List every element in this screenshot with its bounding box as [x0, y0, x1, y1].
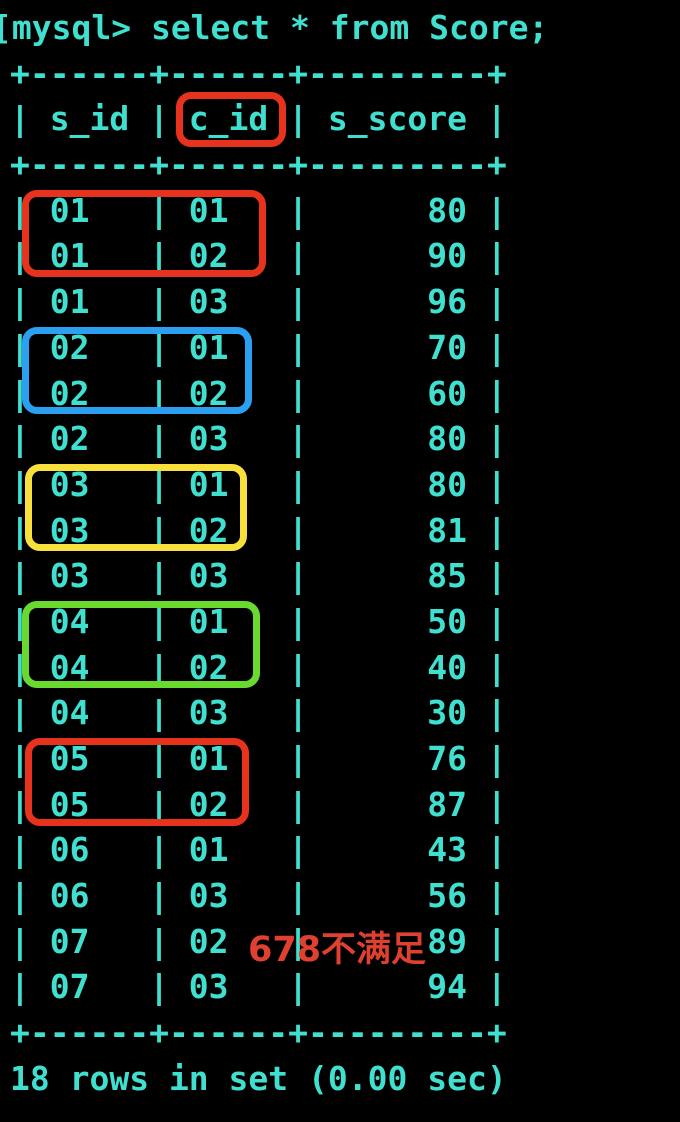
- table-border-top: +------+------+---------+: [10, 53, 507, 93]
- mysql-command: mysql> select * from Score;: [11, 8, 549, 47]
- table-row: | 03 | 03 | 85 |: [10, 556, 507, 596]
- table-header-row: | s_id | c_id | s_score |: [10, 99, 507, 139]
- table-row: | 04 | 01 | 50 |: [10, 601, 507, 641]
- table-row: | 07 | 02 | 89 |: [10, 921, 507, 961]
- table-border-bottom: +------+------+---------+: [10, 1013, 507, 1053]
- table-body: | 01 | 01 | 80 | | 01 | 02 | 90 | | 01 | 0…: [10, 188, 680, 1010]
- prompt-bracket: [: [0, 5, 12, 51]
- table-row: | 01 | 03 | 96 |: [10, 282, 507, 322]
- table-border-mid: +------+------+---------+: [10, 145, 507, 185]
- table-row: | 06 | 01 | 43 |: [10, 830, 507, 870]
- table-row: | 07 | 03 | 94 |: [10, 967, 507, 1007]
- table-row: | 05 | 01 | 76 |: [10, 739, 507, 778]
- table-row: | 05 | 02 | 87 |: [10, 784, 507, 824]
- table-row: | 02 | 01 | 70 |: [10, 327, 507, 367]
- result-summary: 18 rows in set (0.00 sec): [10, 1058, 507, 1098]
- table-row: | 02 | 03 | 80 |: [10, 419, 507, 459]
- table-row: | 02 | 02 | 60 |: [10, 373, 507, 413]
- table-row: | 03 | 02 | 81 |: [10, 510, 507, 550]
- table-row: | 03 | 01 | 80 |: [10, 464, 507, 504]
- table-row: | 01 | 02 | 90 |: [10, 236, 507, 276]
- table-row: | 06 | 03 | 56 |: [10, 876, 507, 916]
- table-row: | 01 | 01 | 80 |: [10, 190, 507, 230]
- command-prompt-line: [mysql> select * from Score;: [0, 5, 680, 51]
- table-row: | 04 | 02 | 40 |: [10, 647, 507, 687]
- table-row: | 04 | 03 | 30 |: [10, 693, 507, 733]
